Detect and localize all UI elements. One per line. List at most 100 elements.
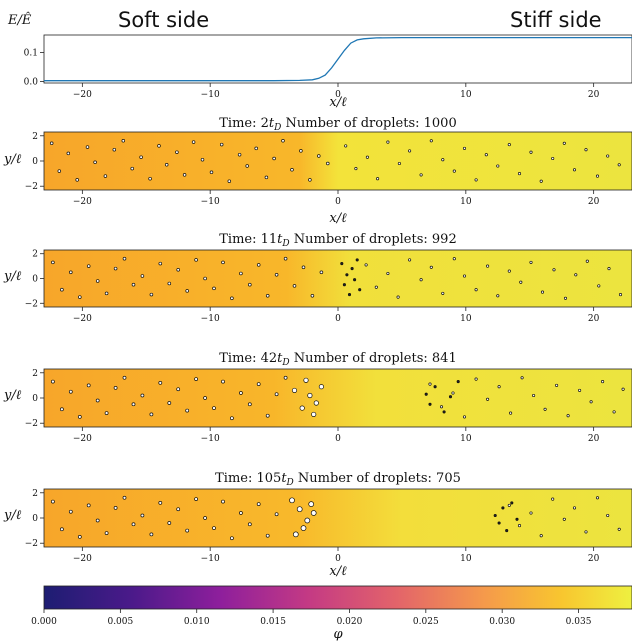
xtick-label: −10 [201, 314, 220, 324]
droplet [574, 273, 578, 277]
panel-4-title: Time: 105tD Number of droplets: 705 [215, 471, 461, 488]
droplet [344, 144, 348, 148]
droplet [209, 170, 214, 175]
colorbar-tick-label: 0.025 [413, 617, 439, 627]
droplet [78, 295, 82, 299]
panel-3-plot: −20 −10 0 10 20−202 [25, 368, 632, 444]
droplet [507, 269, 511, 273]
droplet [185, 408, 190, 413]
droplet [219, 142, 224, 147]
droplet [191, 140, 196, 144]
droplet [515, 517, 519, 521]
droplet [589, 400, 593, 404]
colorbar-ticks: 0.000 0.005 0.010 0.015 0.020 0.025 0.030 0.035 [31, 609, 592, 627]
droplet [140, 274, 145, 278]
xtick-label: −20 [73, 314, 92, 324]
droplet [212, 286, 216, 291]
droplet [572, 168, 577, 172]
droplet [200, 157, 205, 162]
droplet [256, 263, 261, 267]
droplet [245, 164, 249, 168]
xtick-label: 10 [460, 197, 472, 207]
droplet [122, 256, 127, 261]
colorbar-tick-label: 0.035 [566, 617, 592, 627]
droplet [164, 163, 169, 167]
droplet [239, 271, 243, 276]
droplet [311, 411, 317, 417]
droplet [274, 273, 279, 277]
droplet [354, 167, 358, 171]
droplet [448, 395, 453, 399]
droplet [103, 174, 108, 178]
droplet [595, 496, 600, 500]
droplet [289, 497, 295, 504]
droplet [507, 143, 511, 147]
ytick-label: 2 [32, 132, 38, 142]
droplet [509, 411, 513, 415]
xtick-label: −10 [201, 197, 220, 207]
stiffness-xtick-label: 10 [460, 90, 472, 100]
droplet [493, 513, 497, 518]
droplet [51, 499, 55, 504]
droplet [452, 169, 456, 173]
panel-1-plot: −20 −10 0 10 20−202 [25, 131, 632, 207]
panel-4-plot: −20 −10 0 10 20−202 [25, 488, 632, 564]
droplet [122, 495, 127, 500]
droplet [539, 179, 543, 183]
droplet [121, 139, 126, 143]
droplet [283, 375, 288, 380]
droplet [265, 533, 270, 538]
droplet [355, 258, 359, 262]
droplet [326, 161, 330, 166]
droplet [505, 529, 509, 533]
droplet [510, 501, 514, 505]
droplet [408, 258, 412, 262]
droplet [139, 155, 143, 159]
droplet [551, 497, 555, 501]
droplet [86, 503, 91, 508]
droplet [93, 160, 97, 165]
droplet [256, 382, 261, 386]
droplet [419, 278, 423, 282]
xtick-label: −10 [201, 554, 220, 564]
panel-background [43, 368, 632, 428]
droplet [299, 149, 303, 153]
panel-2-ylabel: y/ℓ [3, 269, 22, 284]
panel-3-title: Time: 42tD Number of droplets: 841 [219, 351, 456, 368]
ytick-label: 2 [32, 369, 38, 379]
droplet [310, 510, 317, 516]
droplet [462, 415, 467, 419]
droplet [272, 156, 276, 161]
droplet [562, 141, 566, 145]
droplet [408, 149, 412, 153]
droplet [176, 387, 181, 392]
xtick-label: 0 [335, 554, 341, 564]
droplet [308, 501, 315, 507]
droplet [158, 381, 163, 385]
droplet [441, 158, 445, 162]
droplet [131, 282, 136, 287]
droplet [572, 506, 577, 510]
droplet [296, 506, 303, 513]
droplet [562, 517, 566, 521]
droplet [396, 295, 400, 299]
droplet [386, 271, 390, 276]
droplet [484, 153, 488, 157]
xtick-label: 0 [335, 314, 341, 324]
droplet [140, 393, 145, 398]
panel-1-title: Time: 2tD Number of droplets: 1000 [219, 116, 456, 133]
ytick-label: 0 [32, 275, 38, 285]
ytick-label: −2 [25, 419, 38, 429]
droplet [68, 509, 73, 514]
droplet [167, 521, 172, 525]
droplet [428, 382, 432, 386]
droplet [474, 178, 478, 182]
droplet [60, 527, 64, 532]
xtick-label: 20 [588, 434, 600, 444]
droplet [77, 415, 82, 419]
droplet [517, 172, 522, 176]
droplet [167, 401, 172, 405]
droplet [274, 392, 279, 397]
droplet [49, 141, 54, 146]
droplet [68, 389, 73, 394]
